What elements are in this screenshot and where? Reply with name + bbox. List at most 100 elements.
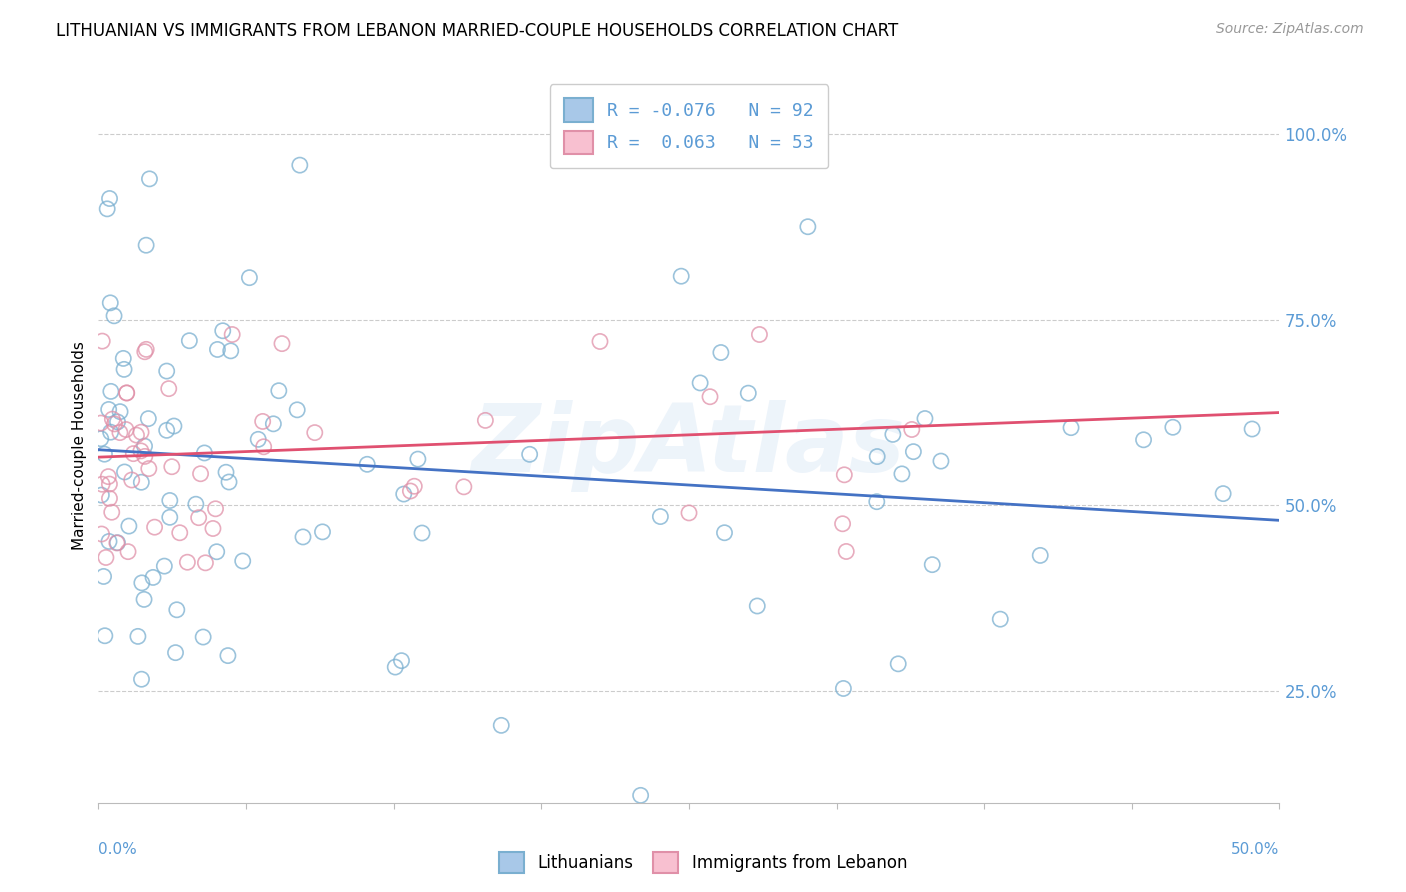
Point: [391, 654, 413, 668]
Point: [737, 386, 759, 401]
Point: [100, 425, 122, 439]
Point: [356, 458, 378, 472]
Point: [201, 521, 224, 535]
Point: [218, 475, 240, 489]
Text: 0.0%: 0.0%: [98, 842, 138, 857]
Point: [921, 558, 943, 572]
Point: [710, 345, 733, 359]
Point: [304, 425, 326, 440]
Point: [114, 465, 136, 479]
Point: [121, 473, 143, 487]
Point: [127, 629, 149, 643]
Point: [205, 545, 228, 559]
Point: [678, 506, 700, 520]
Point: [97, 469, 120, 483]
Point: [153, 559, 176, 574]
Point: [169, 525, 191, 540]
Point: [262, 417, 284, 431]
Point: [191, 630, 214, 644]
Point: [112, 362, 135, 376]
Point: [98, 534, 121, 549]
Point: [142, 570, 165, 584]
Point: [285, 402, 308, 417]
Point: [107, 535, 129, 549]
Point: [134, 344, 156, 359]
Point: [404, 479, 426, 493]
Point: [107, 415, 129, 429]
Point: [291, 530, 314, 544]
Point: [105, 536, 128, 550]
Point: [135, 238, 157, 252]
Point: [94, 629, 117, 643]
Legend: Lithuanians, Immigrants from Lebanon: Lithuanians, Immigrants from Lebanon: [492, 846, 914, 880]
Point: [112, 351, 135, 366]
Text: 50.0%: 50.0%: [1232, 842, 1279, 857]
Point: [411, 526, 433, 541]
Point: [90, 432, 112, 446]
Point: [929, 454, 952, 468]
Point: [835, 544, 858, 558]
Point: [132, 592, 155, 607]
Point: [165, 646, 187, 660]
Point: [108, 425, 131, 440]
Point: [98, 477, 121, 491]
Point: [247, 433, 270, 447]
Point: [98, 296, 121, 310]
Point: [93, 447, 115, 461]
Point: [890, 467, 912, 481]
Point: [117, 544, 139, 558]
Point: [134, 439, 156, 453]
Point: [138, 461, 160, 475]
Point: [232, 554, 254, 568]
Point: [271, 336, 294, 351]
Point: [91, 334, 114, 348]
Point: [115, 423, 138, 437]
Point: [97, 402, 120, 417]
Point: [689, 376, 711, 390]
Point: [96, 202, 118, 216]
Point: [125, 428, 148, 442]
Point: [187, 510, 209, 524]
Point: [194, 556, 217, 570]
Point: [103, 417, 125, 431]
Point: [134, 450, 156, 464]
Point: [100, 384, 122, 399]
Point: [138, 172, 160, 186]
Point: [159, 510, 181, 524]
Point: [384, 660, 406, 674]
Point: [399, 483, 422, 498]
Point: [215, 465, 238, 479]
Point: [160, 459, 183, 474]
Point: [135, 343, 157, 357]
Point: [90, 488, 112, 502]
Point: [253, 440, 276, 454]
Point: [887, 657, 910, 671]
Point: [1161, 420, 1184, 434]
Point: [157, 382, 180, 396]
Point: [98, 192, 121, 206]
Point: [101, 412, 124, 426]
Point: [166, 603, 188, 617]
Point: [204, 501, 226, 516]
Point: [190, 467, 212, 481]
Point: [217, 648, 239, 663]
Text: LITHUANIAN VS IMMIGRANTS FROM LEBANON MARRIED-COUPLE HOUSEHOLDS CORRELATION CHAR: LITHUANIAN VS IMMIGRANTS FROM LEBANON MA…: [56, 22, 898, 40]
Point: [131, 672, 153, 686]
Point: [1060, 420, 1083, 434]
Point: [156, 364, 179, 378]
Point: [221, 327, 243, 342]
Point: [699, 390, 721, 404]
Point: [311, 524, 333, 539]
Point: [179, 334, 201, 348]
Point: [122, 447, 145, 461]
Point: [474, 413, 496, 427]
Point: [630, 789, 652, 803]
Y-axis label: Married-couple Households: Married-couple Households: [72, 342, 87, 550]
Point: [669, 269, 692, 284]
Point: [392, 487, 415, 501]
Point: [988, 612, 1011, 626]
Point: [184, 497, 207, 511]
Point: [406, 452, 429, 467]
Point: [211, 324, 233, 338]
Point: [903, 444, 925, 458]
